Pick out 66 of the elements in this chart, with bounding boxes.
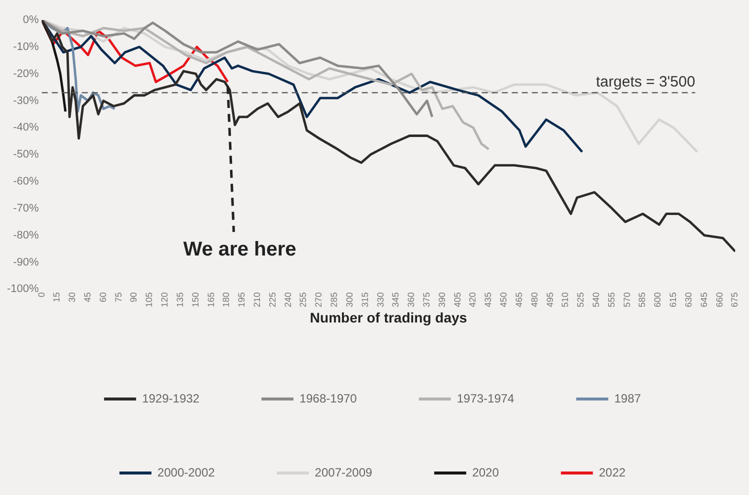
x-tick-label: 105 [144, 292, 154, 308]
x-tick-label: 600 [652, 292, 663, 308]
y-tick-label: -80% [13, 229, 40, 242]
x-tick-label: 120 [160, 292, 170, 308]
x-tick-label: 525 [576, 292, 586, 308]
y-tick-label: 0% [22, 14, 40, 26]
x-tick-label: 450 [498, 292, 509, 308]
x-tick-label: 150 [190, 292, 200, 308]
legend-label: 2000-2002 [157, 465, 216, 480]
y-tick-label: -30% [13, 94, 40, 107]
annotation: targets = 3'500 [596, 73, 696, 90]
x-tick-label: 645 [698, 292, 709, 308]
x-tick-label: 555 [606, 292, 616, 308]
legend-label: 1987 [614, 391, 642, 406]
legend-label: 2020 [472, 465, 500, 480]
legend-label: 1973-1974 [456, 391, 515, 406]
y-tick-label: -40% [13, 122, 40, 134]
x-tick-label: 300 [344, 292, 354, 308]
x-tick-label: 495 [544, 292, 555, 308]
x-tick-label: 30 [67, 292, 78, 302]
x-tick-label: 45 [82, 292, 93, 302]
x-tick-label: 570 [622, 292, 632, 308]
legend-label: 2007-2009 [314, 465, 373, 480]
legend-label: 1968-1970 [299, 391, 358, 406]
y-tick-label: -20% [13, 68, 40, 80]
x-tick-label: 165 [206, 292, 216, 308]
x-tick-label: 60 [98, 292, 108, 302]
x-tick-label: 630 [683, 292, 694, 308]
y-tick-label: -60% [13, 176, 40, 188]
x-axis-title: Number of trading days [310, 309, 468, 326]
x-tick-label: 480 [529, 292, 540, 308]
x-tick-label: 375 [422, 292, 432, 308]
x-tick-label: 15 [52, 292, 62, 302]
x-tick-label: 420 [468, 292, 478, 308]
x-tick-label: 390 [436, 292, 447, 308]
x-tick-label: 90 [128, 292, 139, 302]
x-tick-label: 225 [267, 292, 278, 308]
x-tick-label: 465 [514, 292, 524, 308]
x-tick-label: 315 [360, 292, 370, 308]
x-tick-label: 330 [375, 292, 386, 308]
x-tick-label: 195 [236, 292, 247, 308]
x-tick-label: 675 [730, 292, 740, 308]
x-tick-label: 210 [252, 292, 262, 308]
x-tick-label: 255 [298, 292, 308, 308]
annotation: We are here [183, 238, 296, 260]
x-tick-label: 285 [329, 292, 340, 308]
x-tick-label: 435 [483, 292, 494, 308]
legend-label: 1929-1932 [142, 391, 200, 406]
x-tick-label: 615 [668, 292, 678, 308]
x-tick-label: 405 [452, 292, 462, 308]
x-tick-label: 345 [390, 292, 401, 308]
x-tick-label: 660 [714, 292, 724, 308]
x-tick-label: 180 [221, 292, 232, 308]
x-tick-label: 240 [282, 292, 293, 308]
y-tick-label: -50% [13, 148, 40, 161]
y-tick-label: -90% [13, 256, 40, 268]
x-tick-label: 270 [314, 292, 324, 308]
x-tick-label: 75 [113, 292, 124, 302]
legend-label: 2022 [598, 465, 626, 480]
x-tick-label: 360 [406, 292, 416, 308]
x-tick-label: 585 [637, 292, 648, 308]
x-tick-label: 510 [560, 292, 570, 308]
x-tick-label: 540 [591, 292, 602, 308]
x-tick-label: 135 [174, 292, 185, 308]
y-tick-label: -70% [13, 202, 40, 214]
y-tick-label: -10% [13, 40, 40, 53]
